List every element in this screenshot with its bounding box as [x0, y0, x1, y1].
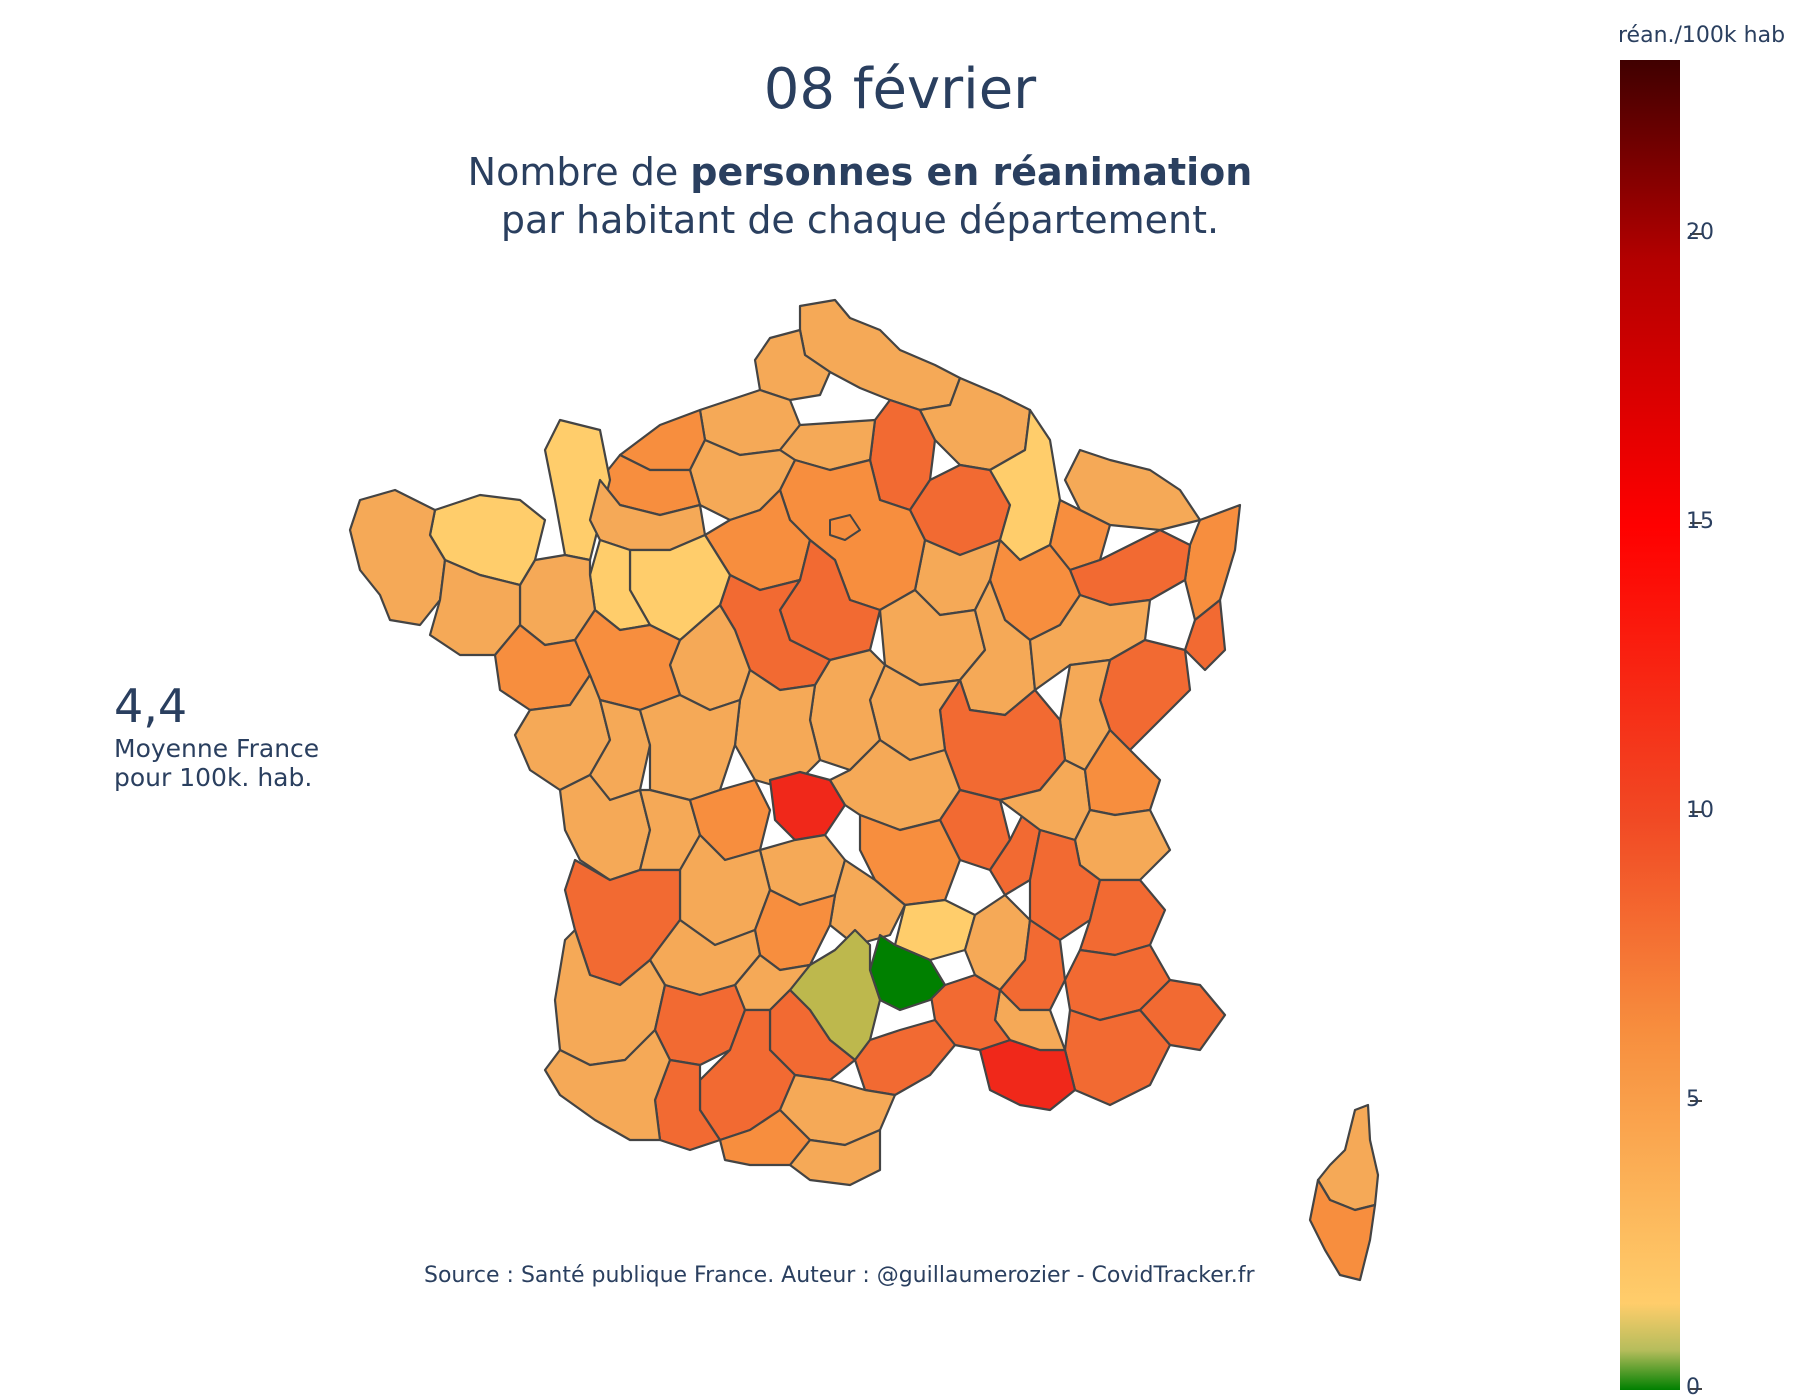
subtitle-line2: par habitant de chaque département.	[500, 198, 1220, 242]
source-credit: Source : Santé publique France. Auteur :…	[424, 1263, 1255, 1288]
colorbar-title: réan./100k hab	[1618, 23, 1786, 48]
colorbar-tick	[1690, 522, 1702, 524]
average-value: 4,4	[114, 679, 188, 733]
department-indre[interactable]	[733, 668, 822, 792]
department-creuse[interactable]	[768, 770, 847, 842]
colorbar-tick	[1690, 1100, 1702, 1102]
colorbar-tick	[1690, 1388, 1702, 1390]
average-label-line1: Moyenne France	[114, 734, 320, 763]
colorbar-tick-label: 0	[1686, 1375, 1700, 1400]
colorbar-tick	[1690, 233, 1702, 235]
department-cantal[interactable]	[828, 858, 907, 947]
colorbar-tick-label: 15	[1686, 509, 1714, 534]
colorbar-tick-label: 10	[1686, 798, 1714, 823]
colorbar-tick-label: 5	[1686, 1087, 1700, 1112]
department-pyrenees-orientales[interactable]	[788, 1128, 882, 1187]
department-ariege[interactable]	[718, 1108, 812, 1167]
department-savoie[interactable]	[1073, 808, 1172, 882]
department-pyrenees-atlantiques[interactable]	[543, 1028, 672, 1142]
department-corse-du-sud[interactable]	[1308, 1178, 1377, 1282]
department-finistere[interactable]	[348, 488, 447, 627]
department-vienne[interactable]	[638, 693, 742, 802]
department-nord[interactable]	[798, 298, 962, 412]
departments-mainland	[348, 298, 1242, 1187]
subtitle-prefix: Nombre de	[467, 150, 691, 194]
colorbar-tick-label: 20	[1686, 220, 1714, 245]
department-haute-saone[interactable]	[1028, 593, 1152, 692]
colorbar-tick	[1690, 811, 1702, 813]
paris-outline	[829, 514, 861, 541]
subtitle-bold: personnes en réanimation	[690, 150, 1253, 194]
map-subtitle: Nombre de personnes en réanimation par h…	[420, 148, 1300, 244]
map-title: 08 février	[763, 57, 1037, 122]
average-label-line2: pour 100k. hab.	[114, 763, 313, 792]
department-moselle[interactable]	[1063, 448, 1202, 532]
average-label: Moyenne France pour 100k. hab.	[114, 734, 319, 792]
departments-corsica	[1308, 1103, 1380, 1282]
colorbar-gradient	[1620, 60, 1680, 1390]
department-haut-rhin[interactable]	[1183, 598, 1227, 672]
